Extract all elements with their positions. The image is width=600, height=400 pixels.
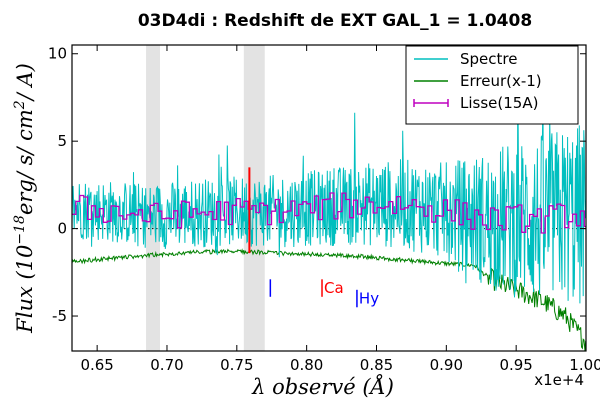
erreur-line xyxy=(71,248,587,351)
shaded-band-0 xyxy=(146,45,160,351)
y-tick-label-1: 0 xyxy=(57,220,67,238)
y-axis-label-suffix: erg/ s/ cm xyxy=(13,109,37,215)
x-tick-label-5: 0.90 xyxy=(430,356,463,374)
spectre-line xyxy=(71,62,587,304)
x-tick-label-6: 0.95 xyxy=(499,356,532,374)
y-tick-label-3: 10 xyxy=(48,45,67,63)
lisse-line xyxy=(72,192,586,234)
plot-frame xyxy=(71,44,587,352)
y-tick-label-2: 5 xyxy=(57,132,67,150)
x-tick-label-3: 0.80 xyxy=(290,356,323,374)
x-axis-ticks: 0.65 0.70 0.75 0.80 0.85 0.90 0.95 1.00 xyxy=(80,45,600,374)
line-mark-label-1: Ca xyxy=(324,279,344,297)
line-mark-label-2: Hy xyxy=(359,290,379,308)
x-offset-label: x1e+4 xyxy=(534,371,584,389)
y-axis-label-exponent: −18 xyxy=(12,215,28,245)
y-axis-label-suffix2: / A) xyxy=(13,63,37,102)
x-axis-label: λ observé (Å) xyxy=(251,374,394,399)
line-markers: Ca Hy xyxy=(248,167,379,308)
series-spectre xyxy=(71,62,587,304)
y-axis-ticks: -5 0 5 10 xyxy=(48,45,586,325)
x-tick-label-4: 0.85 xyxy=(360,356,393,374)
legend-label-0: Spectre xyxy=(460,50,517,68)
chart-title: 03D4di : Redshift de EXT GAL_1 = 1.0408 xyxy=(138,11,532,31)
x-tick-label-2: 0.75 xyxy=(220,356,253,374)
x-tick-label-7: 1.00 xyxy=(569,356,600,374)
x-tick-label-0: 0.65 xyxy=(80,356,113,374)
legend-label-2: Lisse(15A) xyxy=(460,94,538,112)
series-lisse xyxy=(72,192,586,234)
y-axis-label-prefix: Flux (10 xyxy=(13,245,37,334)
y-tick-label-0: -5 xyxy=(52,307,67,325)
y-axis-label-exp2: 2 xyxy=(12,100,28,110)
y-axis-label: Flux (10−18erg/ s/ cm2/ A) xyxy=(12,63,37,334)
legend-label-1: Erreur(x-1) xyxy=(460,72,542,90)
x-tick-label-1: 0.70 xyxy=(150,356,183,374)
legend: Spectre Erreur(x-1) Lisse(15A) xyxy=(405,45,579,125)
series-erreur xyxy=(71,248,587,351)
